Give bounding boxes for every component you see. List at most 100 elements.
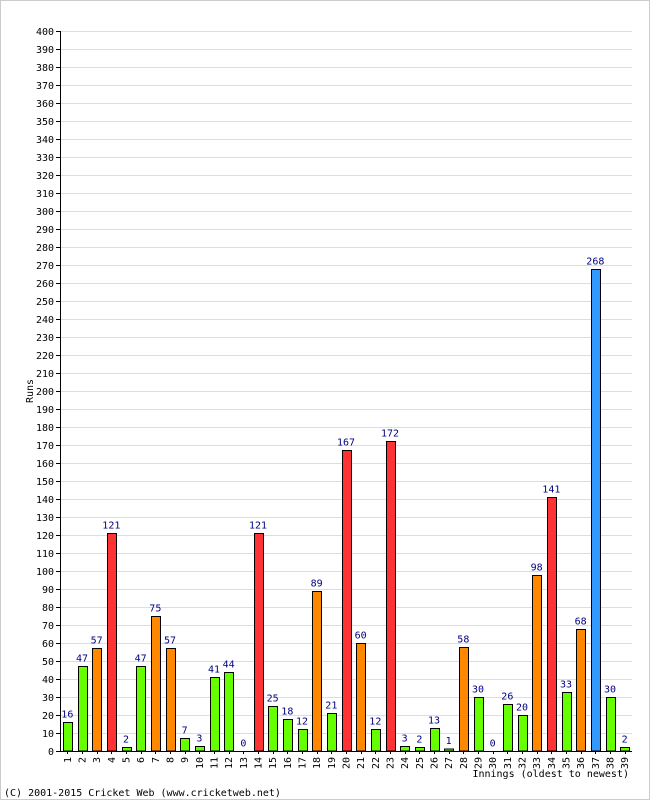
- x-tick-label: 31: [503, 757, 514, 769]
- bar-value-label: 141: [542, 485, 560, 496]
- x-tick-label: 10: [195, 757, 206, 769]
- y-tick-label: 80: [42, 603, 54, 614]
- bar: [224, 672, 234, 752]
- y-tick-label: 160: [36, 459, 54, 470]
- bar: [562, 692, 572, 752]
- bar: [210, 677, 220, 752]
- y-tick-label: 50: [42, 657, 54, 668]
- y-tick-label: 220: [36, 351, 54, 362]
- bar: [107, 533, 117, 752]
- bar: [400, 746, 410, 752]
- y-tick-label: 300: [36, 207, 54, 218]
- y-tick-label: 280: [36, 243, 54, 254]
- bar: [92, 648, 102, 752]
- x-tick-label: 36: [576, 757, 587, 769]
- bar-value-label: 30: [604, 685, 616, 696]
- bar: [195, 746, 205, 752]
- x-tick-label: 38: [606, 757, 617, 769]
- copyright-text: (C) 2001-2015 Cricket Web (www.cricketwe…: [4, 788, 281, 799]
- bar-value-label: 2: [622, 735, 628, 746]
- bar-value-label: 1: [446, 736, 452, 747]
- y-tick-label: 380: [36, 63, 54, 74]
- x-tick-label: 13: [239, 757, 250, 769]
- y-tick-label: 30: [42, 693, 54, 704]
- bar-value-label: 3: [196, 734, 202, 745]
- bar: [254, 533, 264, 752]
- y-tick-label: 290: [36, 225, 54, 236]
- y-tick-label: 140: [36, 495, 54, 506]
- y-tick-label: 20: [42, 711, 54, 722]
- x-axis-title: Innings (oldest to newest): [472, 769, 629, 780]
- bar: [298, 729, 308, 752]
- x-tick-label: 24: [400, 757, 411, 769]
- bar: [620, 747, 630, 752]
- y-tick-label: 130: [36, 513, 54, 524]
- bar-value-label: 89: [311, 579, 323, 590]
- y-axis-ticks: 0 10 20 30 40 50 60 70 80 90 100 110 120 130 140 150 160…: [36, 27, 60, 758]
- x-tick-label: 8: [166, 757, 177, 763]
- y-tick-label: 240: [36, 315, 54, 326]
- bar: [430, 728, 440, 752]
- bar: [518, 715, 528, 752]
- bar-value-label: 60: [355, 631, 367, 642]
- bar-value-label: 30: [472, 685, 484, 696]
- x-tick-label: 30: [488, 757, 499, 769]
- bar-value-label: 25: [267, 694, 279, 705]
- bar-value-label: 20: [516, 703, 528, 714]
- y-tick-label: 400: [36, 27, 54, 38]
- y-tick-label: 90: [42, 585, 54, 596]
- bars: [63, 269, 630, 752]
- y-tick-label: 390: [36, 45, 54, 56]
- x-tick-label: 18: [312, 757, 323, 769]
- x-tick-label: 19: [327, 757, 338, 769]
- bar-value-label: 2: [416, 735, 422, 746]
- bar-value-label: 172: [381, 429, 399, 440]
- y-tick-label: 120: [36, 531, 54, 542]
- bar-value-label: 167: [337, 438, 355, 449]
- bar-value-label: 58: [457, 635, 469, 646]
- bar-value-label: 3: [402, 734, 408, 745]
- bar-value-label: 0: [490, 739, 496, 750]
- x-tick-label: 34: [547, 757, 558, 769]
- bar-value-label: 68: [575, 617, 587, 628]
- y-tick-label: 70: [42, 621, 54, 632]
- y-tick-label: 210: [36, 369, 54, 380]
- bar-value-label: 12: [296, 717, 308, 728]
- bar-value-label: 16: [61, 710, 73, 721]
- bar-value-label: 57: [91, 636, 103, 647]
- y-tick-label: 60: [42, 639, 54, 650]
- y-tick-label: 100: [36, 567, 54, 578]
- bar-value-label: 57: [164, 636, 176, 647]
- y-tick-label: 250: [36, 297, 54, 308]
- bar-value-label: 47: [135, 654, 147, 665]
- y-tick-label: 10: [42, 729, 54, 740]
- bar-value-label: 18: [281, 707, 293, 718]
- bar: [78, 666, 88, 752]
- y-tick-label: 320: [36, 171, 54, 182]
- x-tick-label: 21: [356, 757, 367, 769]
- bar-value-label: 121: [249, 521, 267, 532]
- y-tick-label: 360: [36, 99, 54, 110]
- y-tick-label: 230: [36, 333, 54, 344]
- bar-value-label: 7: [182, 726, 188, 737]
- x-tick-label: 39: [620, 757, 631, 769]
- bar: [415, 747, 425, 752]
- bar-value-label: 21: [325, 701, 337, 712]
- x-tick-label: 17: [298, 757, 309, 769]
- x-tick-label: 22: [371, 757, 382, 769]
- bar: [386, 441, 396, 752]
- y-tick-label: 370: [36, 81, 54, 92]
- y-tick-label: 150: [36, 477, 54, 488]
- bar-value-label: 26: [501, 692, 513, 703]
- x-tick-label: 37: [591, 757, 602, 769]
- bar-value-label: 41: [208, 665, 220, 676]
- x-tick-label: 32: [518, 757, 529, 769]
- y-tick-label: 330: [36, 153, 54, 164]
- bar: [268, 706, 278, 752]
- bar-value-label: 2: [123, 735, 129, 746]
- bar: [532, 575, 542, 752]
- bar: [283, 719, 293, 752]
- bar-value-label: 268: [586, 257, 604, 268]
- bar: [371, 729, 381, 752]
